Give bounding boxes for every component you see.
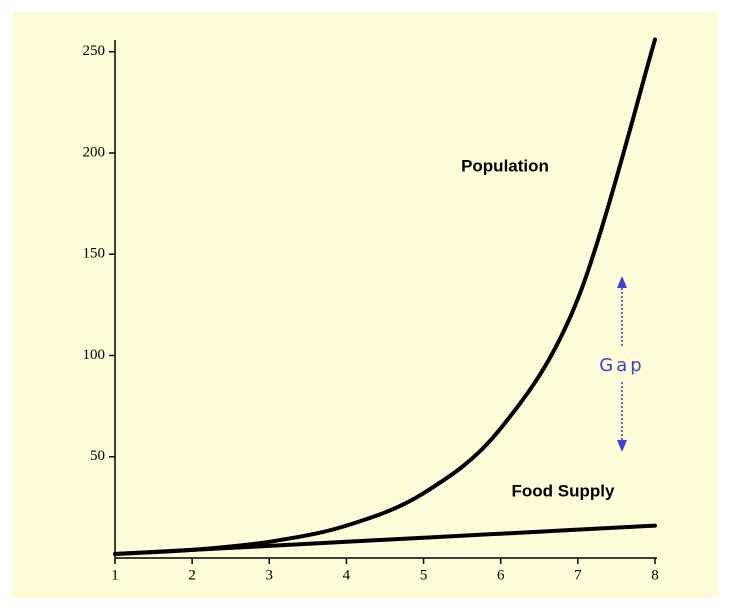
plot-background (12, 12, 718, 598)
x-tick-label: 6 (497, 567, 505, 583)
gap-arrow-head (617, 276, 627, 288)
gap-label: Gap (599, 355, 644, 376)
series-label: Food Supply (512, 481, 615, 500)
y-tick-label: 200 (83, 144, 106, 160)
x-tick-label: 3 (266, 567, 274, 583)
x-tick-label: 8 (651, 567, 659, 583)
gap-arrow-head (617, 440, 627, 452)
series-label: Population (461, 156, 549, 175)
x-tick-label: 5 (420, 567, 428, 583)
y-tick-label: 250 (83, 43, 106, 59)
series-line (113, 523, 657, 556)
y-tick-label: 50 (90, 448, 105, 464)
y-tick-label: 150 (83, 246, 106, 262)
x-tick-label: 1 (111, 567, 119, 583)
x-tick-label: 7 (574, 567, 582, 583)
x-tick-label: 4 (343, 567, 351, 583)
x-tick-label: 2 (188, 567, 196, 583)
y-tick-label: 100 (83, 347, 106, 363)
